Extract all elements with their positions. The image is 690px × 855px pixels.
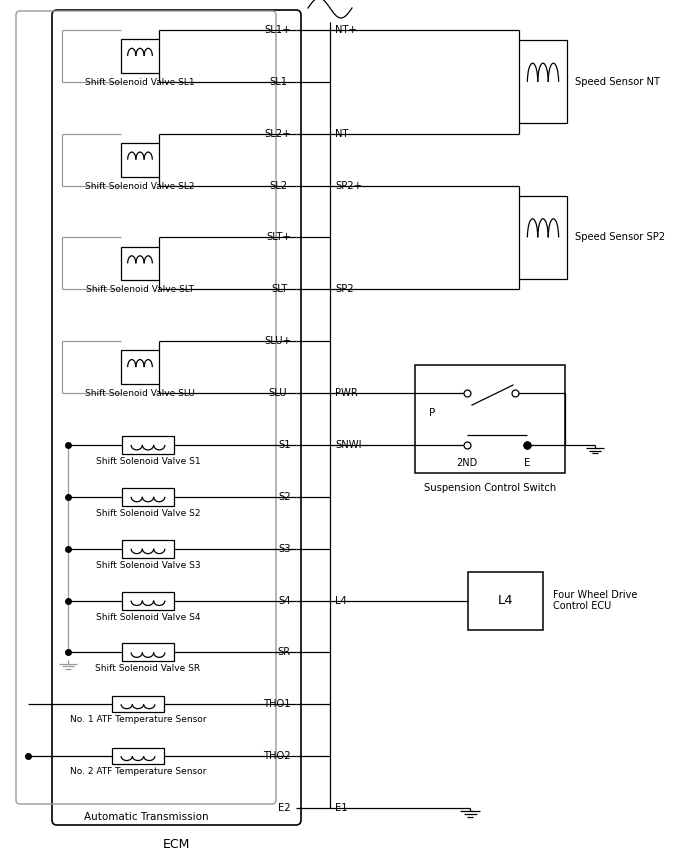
Bar: [122, 540, 174, 557]
Bar: [121, 39, 159, 73]
Text: Shift Solenoid Valve SLU: Shift Solenoid Valve SLU: [85, 389, 195, 398]
Text: SP2-: SP2-: [335, 285, 357, 294]
Text: S2: S2: [278, 492, 291, 502]
Text: NT-: NT-: [335, 129, 351, 139]
Text: S1: S1: [278, 440, 291, 450]
Text: SL1-: SL1-: [269, 77, 291, 87]
Text: SP2+: SP2+: [335, 180, 362, 191]
Text: Suspension Control Switch: Suspension Control Switch: [424, 483, 556, 493]
Text: Shift Solenoid Valve S3: Shift Solenoid Valve S3: [96, 561, 200, 569]
Text: L4: L4: [335, 596, 347, 605]
Bar: [121, 351, 159, 384]
Bar: [415, 365, 565, 473]
Bar: [519, 40, 567, 123]
Text: SLU-: SLU-: [268, 388, 291, 398]
Text: No. 2 ATF Temperature Sensor: No. 2 ATF Temperature Sensor: [70, 767, 206, 776]
Text: L4: L4: [497, 594, 513, 607]
Text: ECM: ECM: [163, 838, 190, 851]
Text: SR: SR: [278, 647, 291, 657]
Text: Shift Solenoid Valve SLT: Shift Solenoid Valve SLT: [86, 286, 194, 294]
Text: Speed Sensor SP2: Speed Sensor SP2: [575, 233, 665, 243]
Bar: [468, 571, 543, 629]
Text: E1: E1: [335, 803, 348, 813]
Text: SLU+: SLU+: [264, 336, 291, 346]
Text: PWR: PWR: [335, 388, 357, 398]
Text: Speed Sensor NT: Speed Sensor NT: [575, 77, 660, 87]
Text: SNWI: SNWI: [335, 440, 362, 450]
Bar: [519, 196, 567, 279]
Text: S3: S3: [279, 544, 291, 554]
Bar: [112, 748, 164, 764]
Text: E: E: [524, 458, 530, 468]
Text: Shift Solenoid Valve S2: Shift Solenoid Valve S2: [96, 509, 200, 518]
Bar: [112, 696, 164, 712]
Bar: [122, 436, 174, 454]
Text: Shift Solenoid Valve SL2: Shift Solenoid Valve SL2: [86, 181, 195, 191]
Text: Shift Solenoid Valve SR: Shift Solenoid Valve SR: [95, 664, 201, 674]
Text: P: P: [429, 408, 435, 418]
Text: S4: S4: [279, 596, 291, 605]
Bar: [122, 488, 174, 506]
Text: 2ND: 2ND: [456, 458, 477, 468]
Text: Shift Solenoid Valve S1: Shift Solenoid Valve S1: [96, 457, 200, 466]
Bar: [121, 143, 159, 176]
Text: No. 1 ATF Temperature Sensor: No. 1 ATF Temperature Sensor: [70, 716, 206, 724]
Text: SLT-: SLT-: [272, 285, 291, 294]
Text: E2: E2: [278, 803, 291, 813]
Text: SL2+: SL2+: [264, 129, 291, 139]
Bar: [122, 592, 174, 610]
Bar: [121, 246, 159, 280]
Text: THO2: THO2: [264, 752, 291, 761]
Text: Shift Solenoid Valve SL1: Shift Solenoid Valve SL1: [85, 78, 195, 87]
Text: SL1+: SL1+: [264, 25, 291, 35]
Text: Four Wheel Drive
Control ECU: Four Wheel Drive Control ECU: [553, 590, 638, 611]
Bar: [122, 644, 174, 662]
Text: Automatic Transmission: Automatic Transmission: [83, 812, 208, 822]
Text: Shift Solenoid Valve S4: Shift Solenoid Valve S4: [96, 612, 200, 622]
Text: SLT+: SLT+: [266, 233, 291, 243]
Text: SL2-: SL2-: [269, 180, 291, 191]
Text: THO1: THO1: [264, 699, 291, 710]
Text: NT+: NT+: [335, 25, 357, 35]
